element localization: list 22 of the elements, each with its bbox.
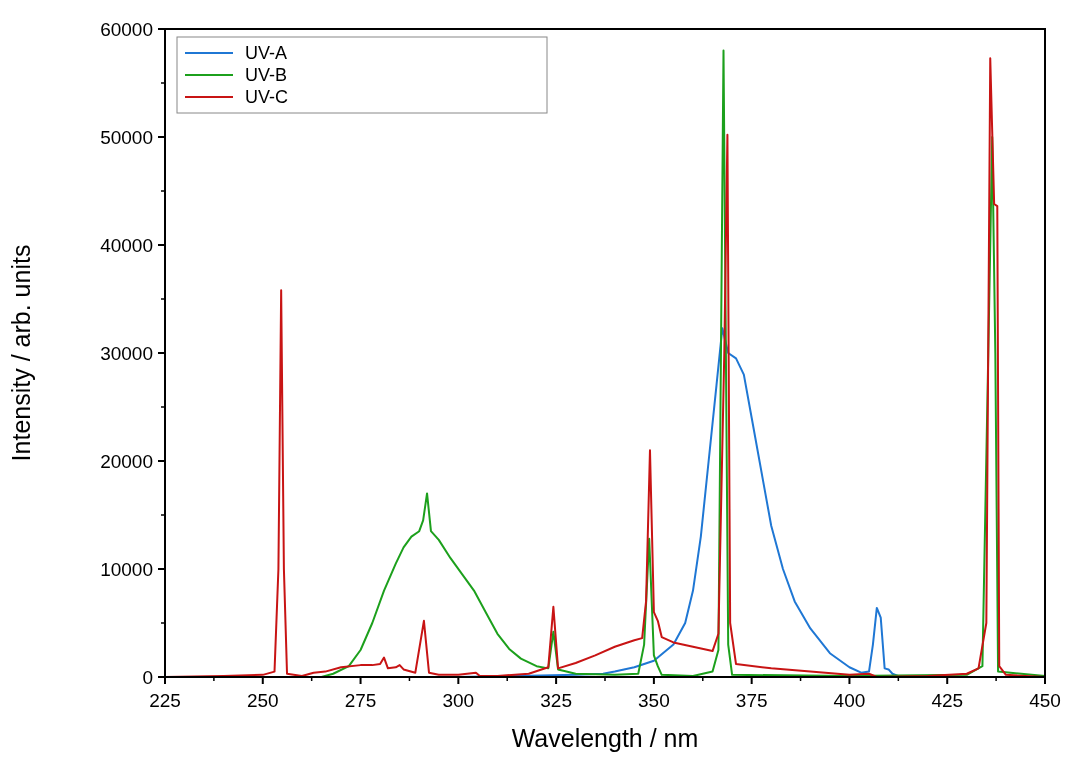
legend-label: UV-A: [245, 43, 288, 64]
x-tick-label: 300: [442, 690, 475, 711]
x-tick-label: 250: [246, 690, 279, 711]
legend-label: UV-B: [245, 65, 288, 86]
y-tick-label: 10000: [100, 558, 153, 580]
legend-label: UV-C: [245, 87, 289, 108]
y-tick-label: 20000: [100, 450, 153, 472]
y-tick-label: 60000: [100, 18, 153, 40]
x-tick-label: 450: [1029, 690, 1061, 711]
x-tick-label: 400: [833, 690, 866, 711]
y-tick-label: 30000: [100, 342, 153, 364]
y-axis-title: Intensity / arb. units: [7, 244, 35, 462]
x-tick-label: 350: [638, 690, 670, 711]
x-tick-label: 325: [540, 690, 572, 711]
x-tick-label: 275: [344, 690, 377, 711]
x-tick-label: 225: [149, 690, 181, 711]
x-axis-title: Wavelength / nm: [511, 724, 699, 752]
y-tick-label: 40000: [100, 234, 153, 256]
x-tick-label: 375: [735, 690, 768, 711]
x-tick-label: 425: [931, 690, 964, 711]
y-tick-label: 0: [142, 666, 153, 688]
y-tick-label: 50000: [100, 126, 153, 148]
